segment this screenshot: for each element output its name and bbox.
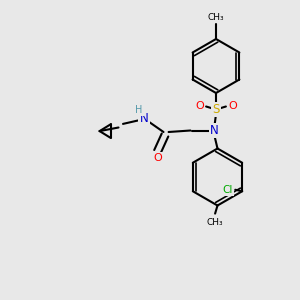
Text: CH₃: CH₃ (207, 218, 224, 227)
Text: O: O (195, 101, 204, 111)
Text: CH₃: CH₃ (208, 13, 224, 22)
Text: H: H (135, 104, 142, 115)
Text: Cl: Cl (222, 185, 232, 195)
Text: N: N (210, 124, 219, 137)
Text: S: S (212, 103, 220, 116)
Text: N: N (140, 112, 148, 125)
Text: O: O (228, 101, 237, 111)
Text: O: O (153, 153, 162, 163)
